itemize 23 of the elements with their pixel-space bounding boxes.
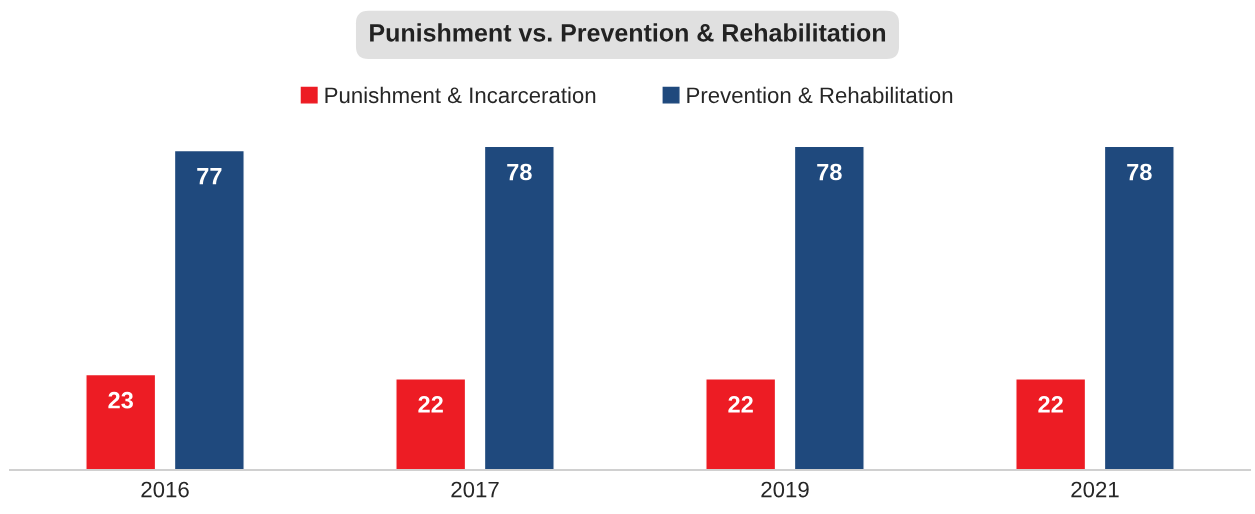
data-label: 78 [1127,163,1152,181]
data-label: 22 [1038,395,1063,413]
chart-title: Punishment vs. Prevention & Rehabilitation [370,23,886,42]
bar [173,149,245,470]
data-label: 23 [108,391,133,409]
data-label: 22 [418,395,443,413]
x-tick-label: 2017 [451,481,499,498]
bar [705,378,777,470]
legend-label: Punishment & Incarceration [325,86,596,104]
data-label: 77 [197,168,222,185]
x-tick-label: 2016 [141,481,189,498]
bar [85,373,157,470]
data-label: 78 [817,163,842,181]
bar [483,145,555,470]
bar [395,378,467,470]
bar [793,145,865,470]
bar [1015,378,1087,470]
x-tick-label: 2021 [1071,481,1119,498]
data-label: 22 [728,395,753,413]
bar [1103,145,1175,470]
data-label: 78 [507,163,532,181]
x-tick-label: 2019 [761,481,809,498]
legend-label: Prevention & Rehabilitation [687,86,953,104]
